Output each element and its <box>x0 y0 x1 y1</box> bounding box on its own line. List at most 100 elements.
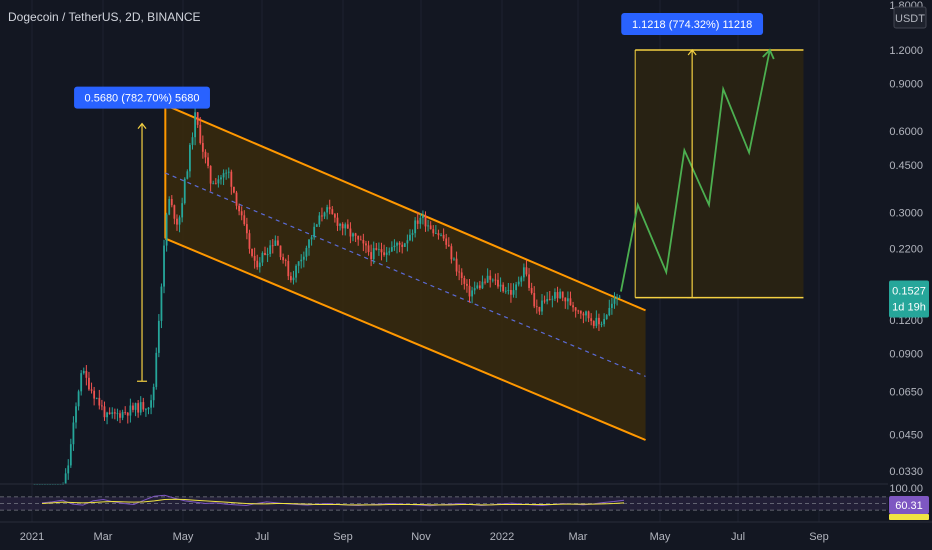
measure-label-box[interactable] <box>74 86 210 109</box>
candle[interactable] <box>305 247 308 257</box>
candle[interactable] <box>346 224 349 229</box>
candle[interactable] <box>191 137 194 145</box>
projection-path[interactable] <box>620 49 771 292</box>
candle[interactable] <box>450 246 453 260</box>
candle[interactable] <box>145 409 147 411</box>
candle[interactable] <box>261 252 264 263</box>
candle[interactable] <box>458 271 461 273</box>
candle[interactable] <box>357 235 360 240</box>
candle[interactable] <box>155 352 158 387</box>
candle[interactable] <box>116 413 119 415</box>
candle[interactable] <box>582 313 585 316</box>
candle[interactable] <box>468 285 471 297</box>
candle[interactable] <box>528 274 530 288</box>
candle[interactable] <box>139 402 142 413</box>
candle[interactable] <box>344 224 347 229</box>
candle[interactable] <box>111 412 114 415</box>
channel-upper-line[interactable] <box>164 104 646 312</box>
candle[interactable] <box>512 290 515 295</box>
candle[interactable] <box>502 284 505 292</box>
candle[interactable] <box>90 389 93 391</box>
candle[interactable] <box>189 144 191 172</box>
candle[interactable] <box>585 311 587 316</box>
candle[interactable] <box>616 297 618 299</box>
candle[interactable] <box>75 406 77 423</box>
candle[interactable] <box>233 186 235 193</box>
candle[interactable] <box>551 298 554 300</box>
measure-label-box[interactable] <box>621 13 764 35</box>
candle[interactable] <box>72 422 75 445</box>
candle[interactable] <box>577 310 580 312</box>
candle[interactable] <box>535 306 538 308</box>
candle[interactable] <box>178 217 181 225</box>
candle[interactable] <box>230 171 233 187</box>
candle[interactable] <box>541 300 543 312</box>
candle[interactable] <box>67 465 70 474</box>
candle[interactable] <box>142 402 145 410</box>
candle[interactable] <box>463 278 466 284</box>
candle[interactable] <box>88 377 90 390</box>
candle[interactable] <box>481 281 484 289</box>
candle[interactable] <box>251 248 253 256</box>
candle[interactable] <box>318 215 321 225</box>
candle[interactable] <box>300 259 303 262</box>
candle[interactable] <box>147 407 150 410</box>
candle[interactable] <box>447 244 450 247</box>
candle[interactable] <box>168 199 171 215</box>
candle[interactable] <box>525 267 528 275</box>
candle[interactable] <box>313 226 316 238</box>
rsi-ma-line[interactable] <box>41 498 625 506</box>
candle[interactable] <box>238 205 241 212</box>
candle[interactable] <box>455 258 458 272</box>
candle[interactable] <box>124 412 127 413</box>
candle[interactable] <box>279 245 282 258</box>
candle[interactable] <box>82 370 85 374</box>
candle[interactable] <box>484 281 486 283</box>
candle[interactable] <box>170 199 173 206</box>
candle[interactable] <box>64 473 67 484</box>
candle[interactable] <box>491 279 494 281</box>
candle[interactable] <box>579 310 582 314</box>
candle[interactable] <box>432 229 435 234</box>
candle[interactable] <box>134 403 137 410</box>
candle[interactable] <box>315 224 318 227</box>
candle[interactable] <box>126 412 129 416</box>
candle[interactable] <box>287 260 290 277</box>
candle[interactable] <box>419 217 422 224</box>
candle[interactable] <box>194 112 196 138</box>
candle[interactable] <box>204 151 207 158</box>
candle[interactable] <box>414 220 417 234</box>
candle[interactable] <box>564 297 567 302</box>
price-axis[interactable]: 1.80001.20000.90000.60000.45000.30000.22… <box>888 0 932 522</box>
candle[interactable] <box>106 412 108 418</box>
candle[interactable] <box>113 412 116 414</box>
candle[interactable] <box>569 298 572 306</box>
candle[interactable] <box>393 245 396 248</box>
candle[interactable] <box>349 228 352 237</box>
candle[interactable] <box>282 257 285 261</box>
candle[interactable] <box>460 272 463 279</box>
candle[interactable] <box>437 233 440 236</box>
candle[interactable] <box>618 296 621 298</box>
candle[interactable] <box>295 265 297 278</box>
candle[interactable] <box>129 405 132 416</box>
measurement-layer[interactable]: 0.5680 (782.70%) 5680 1.1218 (774.32%) 11… <box>74 13 764 382</box>
candle[interactable] <box>453 258 455 260</box>
candle[interactable] <box>440 234 442 236</box>
candle[interactable] <box>471 290 473 297</box>
candle[interactable] <box>530 287 533 294</box>
candle[interactable] <box>486 275 489 283</box>
price-channel[interactable] <box>164 104 646 441</box>
candle[interactable] <box>222 173 225 178</box>
candle[interactable] <box>515 284 518 291</box>
candle[interactable] <box>152 386 155 401</box>
candle[interactable] <box>77 391 80 407</box>
candle[interactable] <box>354 233 357 236</box>
candle[interactable] <box>243 215 246 225</box>
rsi-value-badge[interactable] <box>889 496 929 514</box>
candle[interactable] <box>163 245 165 287</box>
candle[interactable] <box>225 172 228 174</box>
candle[interactable] <box>95 397 98 399</box>
projection-layer[interactable] <box>620 48 804 299</box>
candle[interactable] <box>69 444 72 466</box>
